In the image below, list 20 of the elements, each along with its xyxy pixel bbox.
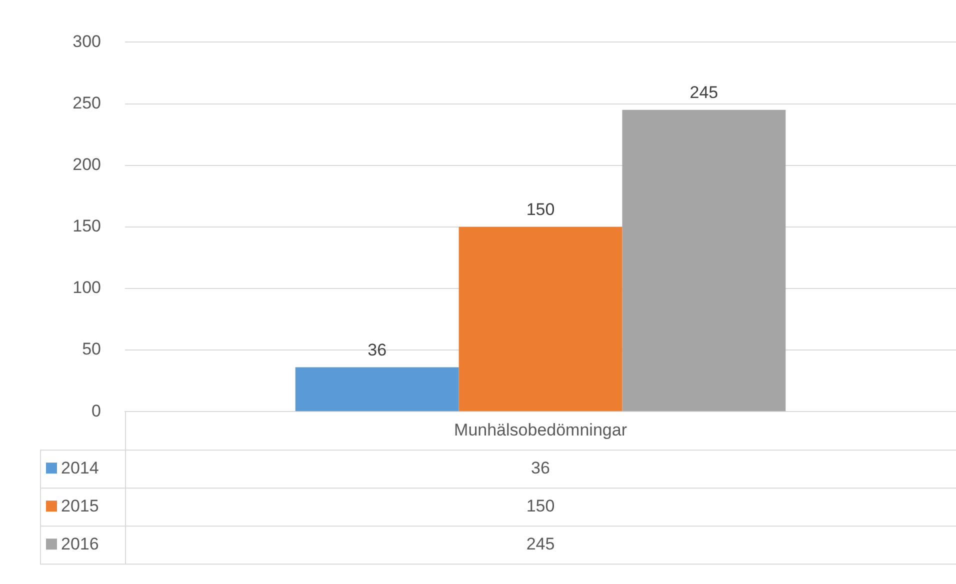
y-tick-label: 0 bbox=[92, 401, 101, 420]
y-tick-label: 200 bbox=[72, 155, 101, 174]
legend-label: 2016 bbox=[61, 534, 99, 554]
data-label: 150 bbox=[526, 200, 555, 220]
legend-label: 2015 bbox=[61, 496, 99, 516]
text: 36 bbox=[531, 458, 550, 478]
data-label: 245 bbox=[690, 83, 718, 102]
y-tick-label: 50 bbox=[82, 340, 101, 359]
bar bbox=[295, 367, 459, 412]
text: 150 bbox=[526, 496, 555, 516]
x-tick-label: Munhälsobedömningar bbox=[454, 420, 628, 440]
bar bbox=[622, 110, 786, 412]
bar bbox=[458, 226, 622, 412]
y-tick-label: 100 bbox=[72, 278, 101, 298]
y-tick-label: 150 bbox=[72, 216, 101, 236]
legend-label: 2014 bbox=[61, 458, 99, 478]
y-tick-label: 300 bbox=[72, 32, 101, 51]
text: 245 bbox=[526, 534, 555, 554]
data-label: 36 bbox=[368, 340, 387, 360]
y-tick-label: 250 bbox=[72, 93, 101, 112]
